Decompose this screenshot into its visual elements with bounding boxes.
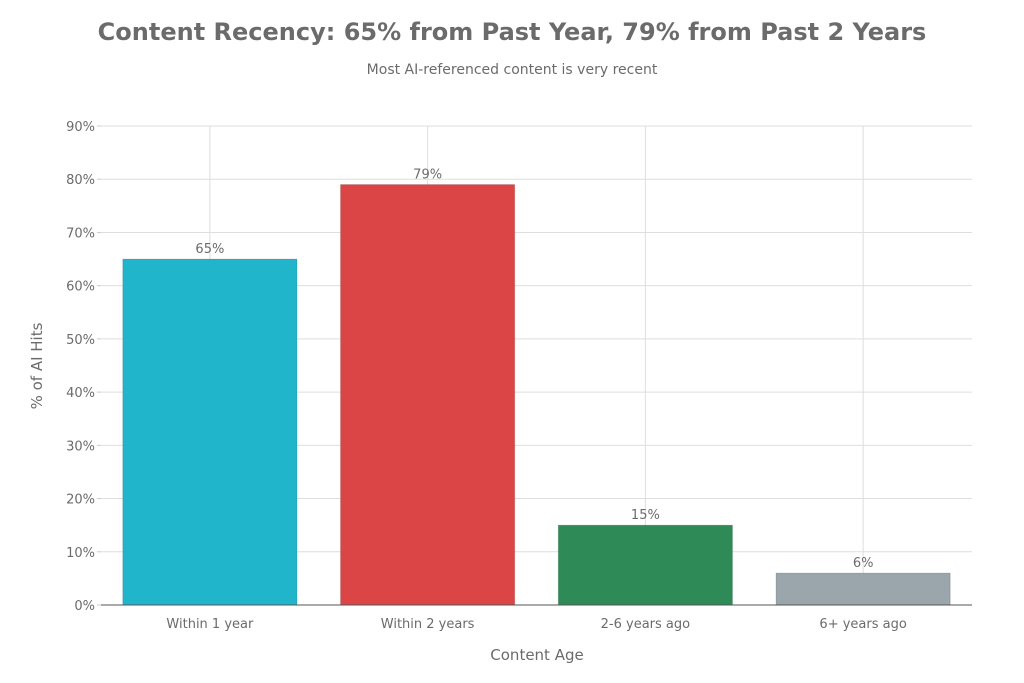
bar	[340, 184, 516, 606]
bar	[557, 524, 733, 606]
data-label: 65%	[195, 242, 224, 257]
x-tick-label: 2-6 years ago	[601, 617, 690, 632]
y-tick-label: 50%	[66, 333, 95, 348]
y-tick-label: 10%	[66, 546, 95, 561]
y-tick-label: 70%	[66, 226, 95, 241]
data-label: 15%	[631, 508, 660, 523]
bar	[122, 258, 298, 606]
x-axis-label: Content Age	[490, 646, 583, 664]
y-tick-label: 30%	[66, 439, 95, 454]
chart-title: Content Recency: 65% from Past Year, 79%…	[97, 18, 927, 46]
chart-subtitle: Most AI-referenced content is very recen…	[366, 62, 658, 78]
bar	[775, 572, 951, 606]
y-tick-label: 80%	[66, 173, 95, 188]
y-tick-label: 0%	[74, 599, 95, 614]
x-tick-label: Within 1 year	[166, 617, 254, 632]
data-label: 6%	[853, 556, 874, 571]
x-tick-label: 6+ years ago	[819, 617, 906, 632]
y-tick-label: 90%	[66, 120, 95, 135]
data-label: 79%	[413, 168, 442, 183]
y-axis-label: % of AI Hits	[28, 322, 46, 409]
y-tick-label: 40%	[66, 386, 95, 401]
y-tick-label: 60%	[66, 280, 95, 295]
x-tick-label: Within 2 years	[381, 617, 475, 632]
y-tick-label: 20%	[66, 493, 95, 508]
